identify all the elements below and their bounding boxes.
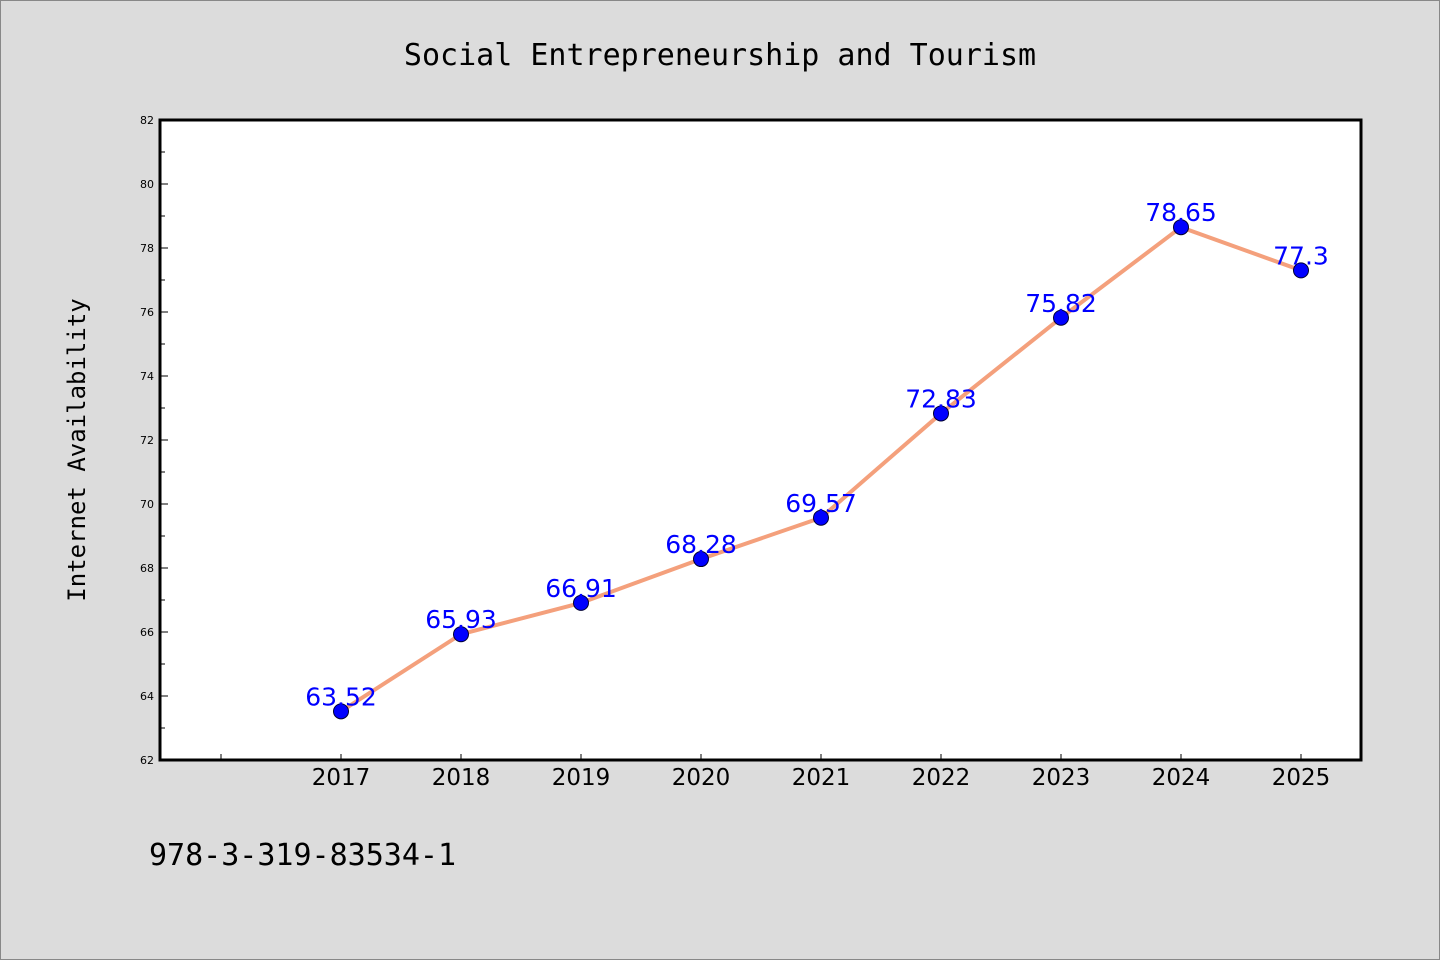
data-label: 78.65 <box>1145 198 1217 227</box>
x-tick-label: 2024 <box>1152 765 1211 791</box>
data-point <box>813 509 829 526</box>
x-tick-label: 2023 <box>1032 765 1091 791</box>
y-tick-label: 74 <box>140 370 154 383</box>
x-tick-label: 2019 <box>552 765 611 791</box>
data-label: 63.52 <box>305 682 377 711</box>
y-axis: 62 64 66 68 70 72 74 76 78 80 82 <box>140 114 168 767</box>
y-tick-label: 78 <box>140 242 154 255</box>
x-tick-label: 2020 <box>672 765 731 791</box>
chart-title: Social Entrepreneurship and Tourism <box>404 38 1036 73</box>
data-label: 72.83 <box>905 384 977 413</box>
y-tick-label: 80 <box>140 178 154 191</box>
y-tick-label: 64 <box>140 690 154 703</box>
data-point <box>1053 309 1069 326</box>
data-label: 75.82 <box>1025 289 1097 318</box>
x-tick-label: 2021 <box>792 765 851 791</box>
y-tick-label: 62 <box>140 754 154 767</box>
data-label: 68.28 <box>665 530 737 559</box>
data-label: 66.91 <box>545 574 617 603</box>
data-point <box>453 626 469 643</box>
x-tick-label: 2018 <box>432 765 491 791</box>
series-layer: 63.52 65.93 66.91 68.28 69.57 72.83 75.82 78.65… <box>305 198 1329 720</box>
data-point <box>1293 262 1309 279</box>
y-tick-label: 72 <box>140 434 154 447</box>
plot-area <box>158 118 1363 762</box>
data-point <box>1173 219 1189 236</box>
y-tick-label: 76 <box>140 306 154 319</box>
y-tick-label: 68 <box>140 562 154 575</box>
x-tick-label: 2017 <box>312 765 371 791</box>
data-point <box>933 405 949 422</box>
footer-isbn: 978-3-319-83534-1 <box>149 838 456 873</box>
x-axis: 2017 2018 2019 2020 2021 2022 2023 2024 2025 <box>220 754 1331 791</box>
y-tick-label: 70 <box>140 498 154 511</box>
x-tick-label: 2025 <box>1272 765 1331 791</box>
y-tick-label: 66 <box>140 626 154 639</box>
y-axis-label: Internet Availability <box>63 298 91 601</box>
data-point <box>573 594 589 611</box>
data-label: 65.93 <box>425 605 497 634</box>
y-tick-label: 82 <box>140 114 154 127</box>
data-point <box>333 703 349 720</box>
data-label: 77.3 <box>1273 241 1329 270</box>
data-label: 69.57 <box>785 489 857 518</box>
data-point <box>693 551 709 568</box>
x-tick-label: 2022 <box>912 765 971 791</box>
